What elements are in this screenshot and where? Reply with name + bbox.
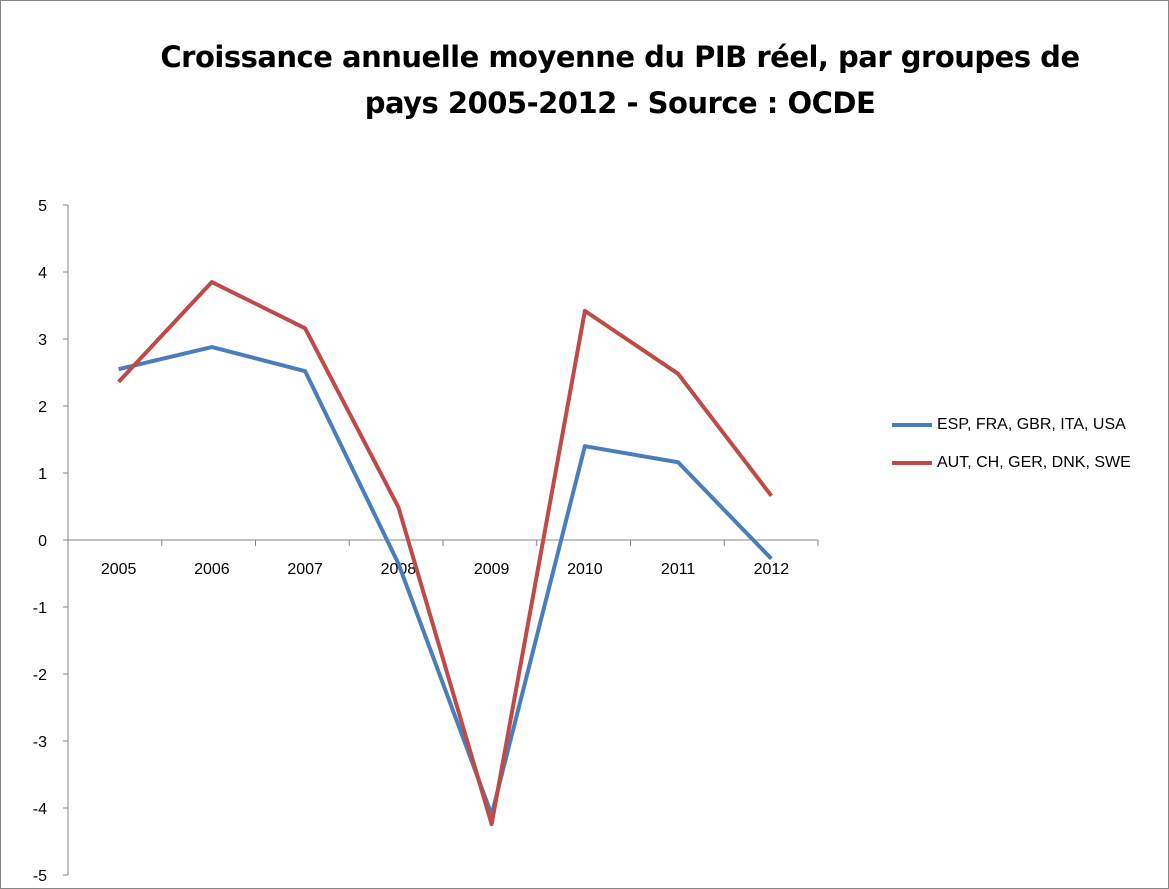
- legend-item-series-1: ESP, FRA, GBR, ITA, USA: [892, 416, 1126, 434]
- x-tick-label: 2011: [661, 561, 696, 578]
- chart-title: Croissance annuelle moyenne du PIB réel,…: [160, 40, 1080, 120]
- y-tick-label: 1: [38, 466, 47, 483]
- y-tick-label: -1: [33, 600, 47, 617]
- y-tick-label: -4: [33, 801, 47, 818]
- legend-swatch: [892, 423, 932, 427]
- y-tick-label: 3: [38, 332, 47, 349]
- x-tick-label: 2007: [287, 561, 323, 578]
- legend-label: AUT, CH, GER, DNK, SWE: [937, 454, 1131, 471]
- series-line-1: [118, 345, 773, 817]
- y-tick-label: -2: [33, 667, 47, 684]
- y-tick-label: -3: [33, 734, 47, 751]
- y-tick-label: 2: [38, 399, 47, 416]
- legend-swatch: [892, 461, 932, 465]
- legend-label: ESP, FRA, GBR, ITA, USA: [937, 416, 1126, 433]
- y-tick-label: 5: [38, 198, 47, 215]
- x-tick-label: 2006: [194, 561, 230, 578]
- x-tick-label: 2009: [474, 561, 510, 578]
- y-tick-label: 4: [38, 265, 47, 282]
- x-tick-label: 2005: [101, 561, 137, 578]
- x-tick-label: 2012: [754, 561, 790, 578]
- x-tick-label: 2008: [381, 561, 417, 578]
- x-tick-label: 2010: [567, 561, 603, 578]
- series-line-2: [117, 280, 773, 827]
- y-tick-label: -5: [33, 868, 47, 885]
- y-tick-label: 0: [38, 533, 47, 550]
- legend-item-series-2: AUT, CH, GER, DNK, SWE: [892, 454, 1131, 472]
